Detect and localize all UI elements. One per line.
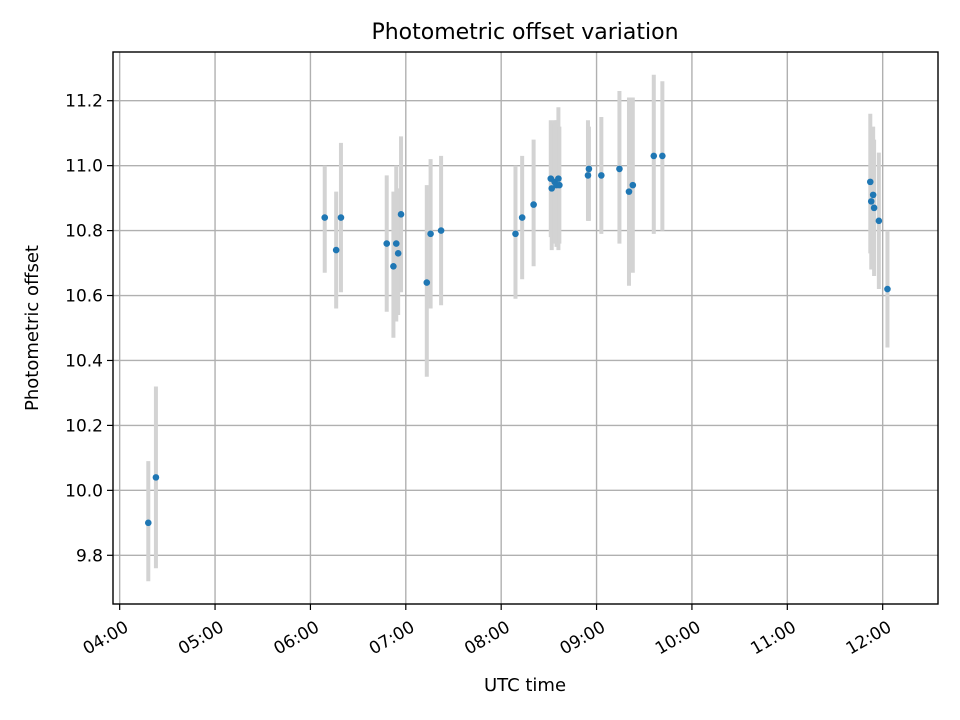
data-point xyxy=(659,152,666,160)
data-point xyxy=(555,175,562,182)
data-point xyxy=(337,214,345,221)
data-point xyxy=(144,519,152,527)
x-tick-label: 08:00 xyxy=(461,617,513,659)
y-tick-label: 11.2 xyxy=(65,92,103,112)
x-axis: 04:00 05:00 06:00 07:00 08:00 09:00 10:00 11:00… xyxy=(80,604,895,659)
x-tick-label: 09:00 xyxy=(557,617,609,659)
y-axis-label: Photometric offset xyxy=(22,245,43,411)
data-point xyxy=(332,246,340,254)
y-axis: 9.8 10.0 10.2 10.4 10.6 10.8 11.0 11.2 xyxy=(65,92,113,566)
chart-title: Photometric offset variation xyxy=(371,20,678,45)
x-tick-label: 12:00 xyxy=(843,617,895,659)
data-point xyxy=(875,217,883,225)
data-point xyxy=(585,165,593,173)
data-point xyxy=(394,250,402,257)
data-point xyxy=(584,172,592,179)
x-tick-label: 04:00 xyxy=(80,617,132,659)
errorbar-layer xyxy=(146,74,890,582)
x-tick-label: 07:00 xyxy=(366,617,418,659)
data-point xyxy=(548,185,556,192)
y-tick-label: 10.0 xyxy=(65,481,103,501)
point-layer xyxy=(144,152,891,527)
data-point xyxy=(152,474,160,481)
data-point xyxy=(556,181,563,189)
y-tick-label: 10.6 xyxy=(65,287,103,307)
x-tick-label: 06:00 xyxy=(270,617,322,659)
data-point xyxy=(650,152,658,160)
data-point xyxy=(383,240,391,247)
data-point xyxy=(512,230,519,238)
x-axis-label: UTC time xyxy=(484,675,566,696)
data-point xyxy=(390,263,397,270)
data-point xyxy=(869,191,877,199)
plot-frame xyxy=(112,51,939,605)
data-point xyxy=(321,214,329,221)
y-tick-label: 9.8 xyxy=(76,546,103,566)
data-point xyxy=(867,198,875,205)
y-tick-label: 10.2 xyxy=(65,416,103,436)
x-tick-label: 05:00 xyxy=(175,617,227,659)
x-tick-label: 11:00 xyxy=(747,617,799,659)
data-point xyxy=(518,214,526,221)
data-point xyxy=(423,279,431,286)
data-point xyxy=(598,172,605,179)
data-point xyxy=(392,240,400,247)
data-point xyxy=(397,211,405,218)
data-point xyxy=(870,204,878,212)
data-point xyxy=(625,188,633,195)
data-point xyxy=(616,165,623,173)
data-point xyxy=(530,201,537,208)
x-tick-label: 10:00 xyxy=(652,617,704,659)
data-point xyxy=(884,285,891,293)
data-point xyxy=(427,230,434,238)
y-tick-label: 11.0 xyxy=(65,157,103,177)
grid-layer xyxy=(113,52,938,604)
y-tick-label: 10.8 xyxy=(65,222,103,242)
data-point xyxy=(866,178,874,186)
y-tick-label: 10.4 xyxy=(65,351,103,371)
data-point xyxy=(437,227,445,234)
data-point xyxy=(629,181,637,189)
